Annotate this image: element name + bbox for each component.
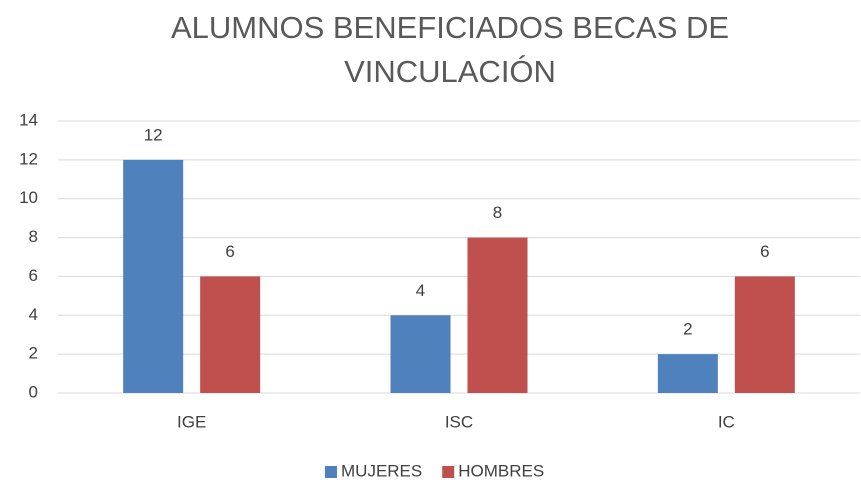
x-tick-label: ISC (445, 412, 473, 431)
legend-label: HOMBRES (458, 461, 544, 480)
legend-swatch (325, 466, 337, 478)
y-tick-label: 2 (29, 344, 38, 363)
data-label: 6 (225, 242, 234, 261)
bar (390, 315, 451, 393)
bar (200, 276, 261, 393)
bar (467, 237, 528, 393)
y-tick-label: 6 (29, 266, 38, 285)
y-tick-label: 0 (29, 382, 38, 401)
legend-label: MUJERES (341, 461, 422, 480)
data-label: 12 (144, 125, 163, 144)
data-label: 2 (683, 320, 692, 339)
x-tick-label: IC (718, 412, 735, 431)
bar (657, 354, 718, 393)
legend-swatch (442, 466, 455, 478)
data-label: 4 (416, 281, 425, 300)
bar (123, 159, 184, 393)
y-tick-label: 8 (29, 227, 38, 246)
y-tick-label: 14 (19, 110, 38, 129)
y-tick-label: 12 (19, 149, 38, 168)
data-label: 6 (760, 242, 769, 261)
bar (734, 276, 795, 393)
y-tick-label: 4 (29, 305, 38, 324)
chart-title: ALUMNOS BENEFICIADOS BECAS DE VINCULACIÓ… (170, 10, 730, 89)
data-label: 8 (493, 203, 502, 222)
x-tick-label: IGE (177, 412, 206, 431)
y-tick-label: 10 (19, 188, 38, 207)
